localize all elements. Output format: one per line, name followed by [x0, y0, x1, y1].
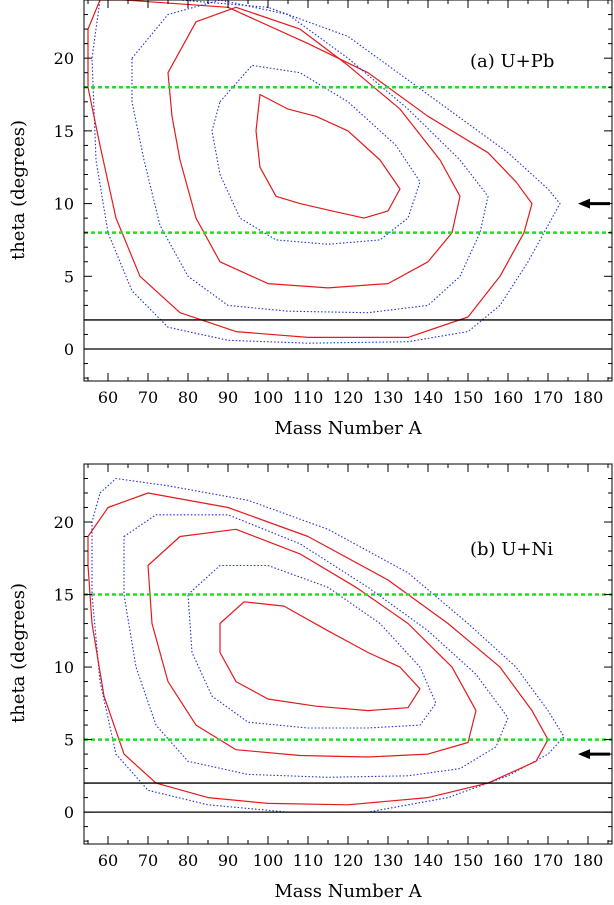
- contour-level-6: [255, 93, 401, 219]
- x-tick-label: 70: [138, 851, 158, 870]
- x-tick-label: 60: [98, 851, 118, 870]
- panel-a-ticks: 60 70 80 90 100 110 120 130 140 150 160 170 180 0 5 10 1…: [54, 0, 612, 407]
- x-tick-label: 90: [218, 851, 238, 870]
- panel-b-contours: [87, 477, 565, 813]
- panel-a-reference-lines: [84, 86, 612, 350]
- x-tick-label: 90: [218, 388, 238, 407]
- x-tick-label: 150: [453, 851, 484, 870]
- x-tick-label: 80: [178, 388, 198, 407]
- contour-level-2: [87, 492, 549, 806]
- x-tick-label: 170: [533, 388, 564, 407]
- contour-level-1: [91, 0, 561, 344]
- panel-b-ticks: 60 70 80 90 100 110 120 130 140 150 160 170 180 0 5 10 1…: [54, 463, 612, 870]
- x-tick-label: 120: [333, 388, 364, 407]
- panel-a-label: (a) U+Pb: [470, 51, 554, 72]
- panel-a-xlabel: Mass Number A: [274, 418, 422, 439]
- panel-b-reference-lines: [84, 593, 612, 813]
- x-tick-label: 60: [98, 388, 118, 407]
- panel-a: 60 70 80 90 100 110 120 130 140 150 160 170 180 0 5 10 1…: [8, 0, 613, 439]
- y-tick-label: 10: [54, 195, 74, 214]
- y-tick-label: 0: [64, 803, 74, 822]
- panel-b-ylabel: theta (degrees): [8, 583, 29, 723]
- x-tick-label: 180: [573, 388, 604, 407]
- x-tick-label: 80: [178, 851, 198, 870]
- contour-level-3: [131, 0, 489, 314]
- contour-level-5: [211, 64, 421, 245]
- contour-level-1: [91, 477, 565, 813]
- x-tick-label: 170: [533, 851, 564, 870]
- contour-level-2: [87, 0, 533, 338]
- arrow-head: [578, 198, 590, 209]
- x-tick-label: 130: [373, 851, 404, 870]
- panel-b-label: (b) U+Ni: [470, 539, 553, 560]
- panel-b: 60 70 80 90 100 110 120 130 140 150 160 170 180 0 5 10 1…: [8, 463, 613, 902]
- x-tick-label: 100: [253, 851, 284, 870]
- y-tick-label: 20: [54, 49, 74, 68]
- x-tick-label: 120: [333, 851, 364, 870]
- y-tick-label: 15: [54, 122, 74, 141]
- y-tick-label: 15: [54, 586, 74, 605]
- contour-level-4: [167, 6, 461, 289]
- panel-b-xlabel: Mass Number A: [274, 881, 422, 902]
- x-tick-label: 180: [573, 851, 604, 870]
- y-tick-label: 5: [64, 731, 74, 750]
- contour-level-6: [219, 601, 421, 712]
- arrow-head: [578, 749, 590, 760]
- y-tick-label: 20: [54, 513, 74, 532]
- x-tick-label: 100: [253, 388, 284, 407]
- x-tick-label: 130: [373, 388, 404, 407]
- x-tick-label: 70: [138, 388, 158, 407]
- x-tick-label: 150: [453, 388, 484, 407]
- x-tick-label: 140: [413, 851, 444, 870]
- contour-level-4: [147, 528, 477, 758]
- panel-b-frame: [83, 463, 613, 845]
- panel-a-ylabel: theta (degrees): [8, 120, 29, 260]
- x-tick-label: 110: [293, 851, 324, 870]
- x-tick-label: 110: [293, 388, 324, 407]
- x-tick-label: 140: [413, 388, 444, 407]
- x-tick-label: 160: [493, 851, 524, 870]
- x-tick-label: 160: [493, 388, 524, 407]
- contour-level-5: [187, 564, 437, 729]
- contour-level-3: [123, 514, 509, 778]
- panel-a-contours: [87, 0, 561, 344]
- y-tick-label: 10: [54, 658, 74, 677]
- y-tick-label: 5: [64, 267, 74, 286]
- y-tick-label: 0: [64, 340, 74, 359]
